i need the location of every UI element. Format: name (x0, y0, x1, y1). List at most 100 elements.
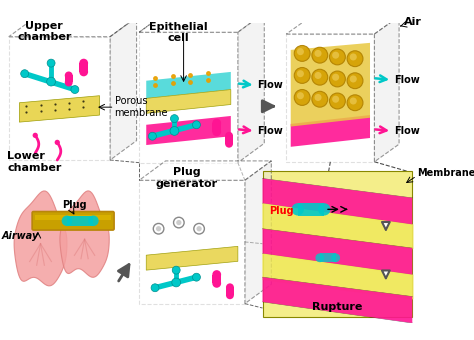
Bar (79, 63, 88, 72)
Circle shape (312, 47, 328, 63)
Circle shape (332, 74, 339, 81)
Polygon shape (238, 13, 264, 163)
Polygon shape (139, 180, 245, 304)
Bar (298, 203, 324, 216)
Circle shape (329, 93, 346, 109)
Polygon shape (146, 89, 231, 113)
Polygon shape (146, 116, 231, 145)
Bar (212, 274, 221, 283)
Circle shape (332, 96, 339, 103)
Circle shape (315, 94, 321, 101)
Circle shape (312, 69, 328, 85)
Polygon shape (263, 229, 412, 274)
Circle shape (172, 278, 181, 287)
Circle shape (65, 79, 73, 86)
Polygon shape (9, 17, 137, 37)
Polygon shape (110, 17, 137, 160)
Circle shape (292, 203, 304, 216)
Text: Plug: Plug (63, 201, 87, 210)
Circle shape (294, 68, 310, 83)
Circle shape (33, 133, 38, 138)
Circle shape (350, 98, 357, 104)
Text: Lower
chamber: Lower chamber (7, 151, 62, 173)
Polygon shape (286, 34, 374, 162)
Circle shape (172, 266, 180, 274)
Polygon shape (139, 13, 264, 32)
Circle shape (350, 53, 357, 61)
Circle shape (347, 73, 363, 89)
Circle shape (312, 91, 328, 107)
Circle shape (226, 283, 234, 291)
Bar (320, 253, 336, 262)
Polygon shape (19, 96, 100, 122)
Circle shape (212, 270, 221, 279)
Text: Flow: Flow (394, 126, 419, 136)
Bar (35, 215, 111, 220)
Circle shape (297, 92, 304, 99)
Polygon shape (146, 246, 238, 270)
Text: Membrane: Membrane (417, 168, 474, 178)
Bar (263, 171, 412, 317)
Circle shape (225, 132, 233, 140)
Circle shape (65, 71, 73, 80)
Bar (225, 136, 233, 144)
Circle shape (212, 279, 221, 288)
Circle shape (294, 89, 310, 105)
Circle shape (294, 46, 310, 61)
Circle shape (212, 128, 221, 136)
Text: Porous
membrane: Porous membrane (115, 96, 168, 118)
Text: Epithelial
cell: Epithelial cell (149, 22, 208, 43)
Circle shape (196, 226, 202, 232)
Text: Rupture: Rupture (312, 302, 363, 312)
Bar (212, 123, 221, 132)
Text: Plug
generator: Plug generator (155, 167, 218, 189)
Circle shape (170, 126, 179, 135)
Circle shape (79, 68, 88, 76)
Bar (65, 75, 73, 83)
Polygon shape (9, 37, 110, 160)
Circle shape (176, 220, 182, 225)
Circle shape (347, 51, 363, 67)
Circle shape (47, 59, 55, 67)
Circle shape (171, 115, 178, 123)
Circle shape (329, 49, 346, 65)
Circle shape (21, 70, 28, 78)
Text: Plug: Plug (270, 206, 294, 216)
Bar (67, 216, 93, 226)
Circle shape (148, 132, 156, 140)
Circle shape (350, 75, 357, 83)
Polygon shape (291, 115, 370, 147)
Circle shape (332, 52, 339, 59)
Circle shape (151, 284, 159, 292)
Circle shape (88, 216, 99, 226)
Circle shape (79, 59, 88, 68)
Circle shape (192, 273, 201, 281)
Circle shape (297, 48, 304, 55)
Text: Upper
chamber: Upper chamber (17, 21, 72, 42)
Polygon shape (263, 277, 412, 323)
Polygon shape (291, 43, 370, 126)
Polygon shape (139, 161, 271, 180)
Text: Flow: Flow (257, 126, 283, 136)
Text: Air: Air (403, 17, 421, 27)
Circle shape (192, 121, 201, 129)
Circle shape (47, 77, 55, 86)
Circle shape (212, 119, 221, 128)
Polygon shape (263, 178, 412, 224)
Circle shape (315, 50, 321, 57)
Text: Flow: Flow (257, 80, 283, 90)
Circle shape (71, 86, 79, 94)
FancyBboxPatch shape (32, 211, 114, 230)
Circle shape (297, 70, 304, 77)
Circle shape (55, 140, 60, 145)
Circle shape (62, 216, 72, 226)
Circle shape (156, 226, 161, 232)
Circle shape (329, 71, 346, 87)
Polygon shape (60, 191, 109, 277)
Circle shape (331, 253, 340, 262)
Circle shape (347, 95, 363, 111)
Polygon shape (14, 191, 67, 286)
Polygon shape (146, 72, 231, 98)
Polygon shape (245, 161, 271, 304)
Circle shape (153, 223, 164, 234)
